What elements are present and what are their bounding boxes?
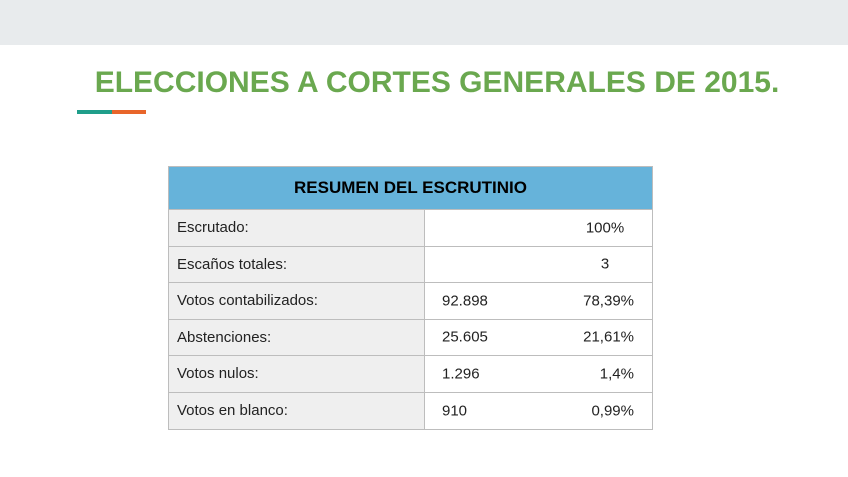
row-values: 25.605 21,61% xyxy=(425,320,652,356)
row-value: 910 xyxy=(442,402,468,420)
results-table: RESUMEN DEL ESCRUTINIO Escrutado: 100% Esc… xyxy=(168,166,653,430)
row-value: 1,4% xyxy=(599,365,634,383)
row-value: 21,61% xyxy=(583,328,634,346)
row-value: 1.296 xyxy=(442,365,480,383)
table-row: Escaños totales: 3 xyxy=(169,246,652,283)
row-values: 1.296 1,4% xyxy=(425,356,652,392)
slide-title: ELECCIONES A CORTES GENERALES DE 2015. xyxy=(94,66,780,99)
row-value: 3 xyxy=(600,255,610,273)
row-value: 0,99% xyxy=(591,402,634,420)
table-row: Votos nulos: 1.296 1,4% xyxy=(169,356,652,393)
table-row: Votos en blanco: 910 0,99% xyxy=(169,392,652,430)
row-label: Escaños totales: xyxy=(169,246,425,282)
row-label: Votos nulos: xyxy=(169,356,425,392)
row-label: Votos en blanco: xyxy=(169,392,425,429)
row-label: Escrutado: xyxy=(169,210,425,246)
row-value: 78,39% xyxy=(583,292,634,310)
table-row: Escrutado: 100% xyxy=(169,210,652,247)
table-row: Abstenciones: 25.605 21,61% xyxy=(169,319,652,356)
row-values: 92.898 78,39% xyxy=(425,283,652,319)
row-value: 92.898 xyxy=(442,292,488,310)
row-value: 100% xyxy=(585,219,625,237)
accent-line xyxy=(77,110,112,114)
table-header: RESUMEN DEL ESCRUTINIO xyxy=(169,167,652,210)
row-value: 25.605 xyxy=(442,328,488,346)
row-label: Abstenciones: xyxy=(169,319,425,355)
table-row: Votos contabilizados: 92.898 78,39% xyxy=(169,283,652,320)
row-values: 910 0,99% xyxy=(425,393,652,430)
top-bar xyxy=(0,0,848,45)
row-values: 100% xyxy=(425,210,652,246)
accent-line xyxy=(112,110,146,114)
row-label: Votos contabilizados: xyxy=(169,283,425,319)
row-values: 3 xyxy=(425,247,652,283)
